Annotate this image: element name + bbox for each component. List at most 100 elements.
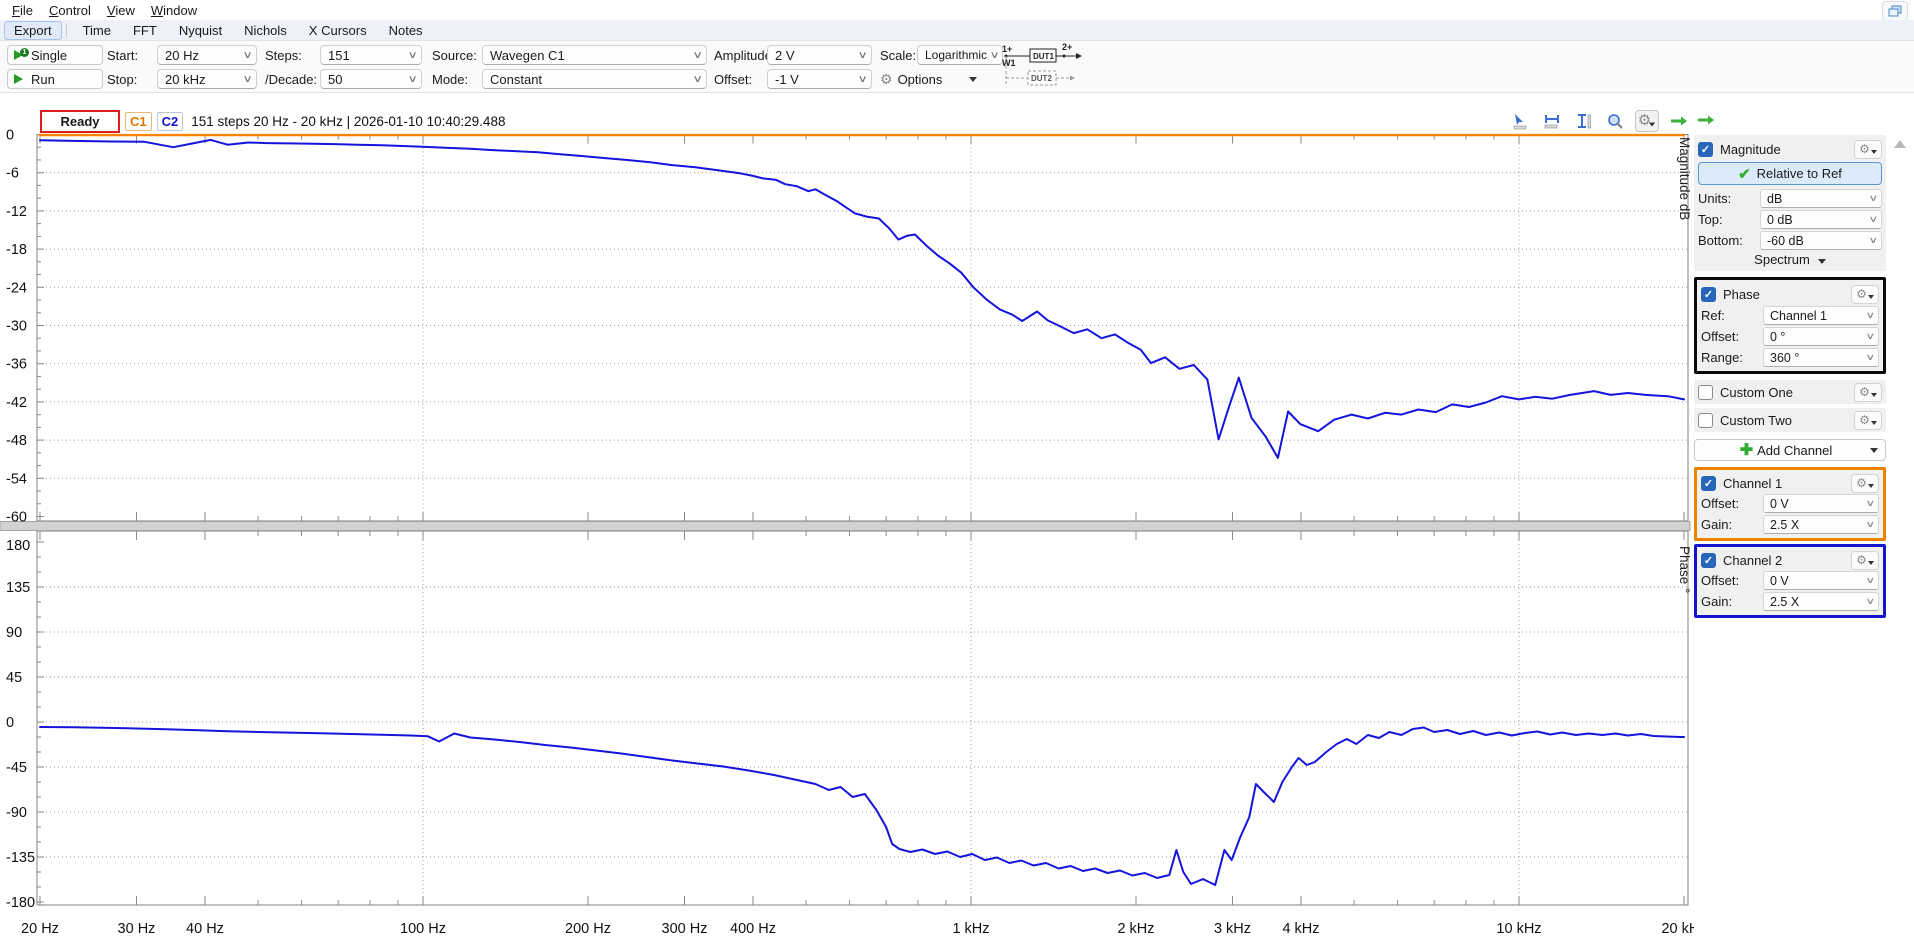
start-value: 20 Hz	[165, 47, 199, 63]
chevron-down-icon: ∨	[407, 49, 418, 61]
amplitude-select[interactable]: 2 V ∨	[767, 45, 872, 65]
units-select[interactable]: dB ∨	[1760, 189, 1882, 208]
steps-value: 151	[328, 47, 350, 63]
magnitude-axis-label: -36	[6, 357, 27, 373]
channel2-gear-button[interactable]: ⚙	[1851, 550, 1879, 570]
phase-axis-label: 0	[6, 715, 14, 731]
custom-one-gear-button[interactable]: ⚙	[1854, 382, 1882, 402]
top-label: Top:	[1698, 212, 1723, 227]
frequency-axis-label: 2 kHz	[1117, 921, 1154, 937]
channel2-gain-select[interactable]: 2.5 X ∨	[1763, 592, 1879, 611]
chevron-down-icon: ∨	[989, 49, 1000, 61]
c2-phase-trace	[39, 726, 1685, 886]
decade-select[interactable]: 50 ∨	[320, 69, 422, 89]
dut-out-label: 2+	[1062, 42, 1072, 52]
decade-label: /Decade:	[265, 71, 318, 87]
offset-select[interactable]: -1 V ∨	[767, 69, 872, 89]
phase-plot-area[interactable]	[37, 531, 1688, 905]
channel2-section: ✓ Channel 2 ⚙ Offset: 0 V ∨ Gain: 2.5 X ∨	[1694, 544, 1886, 618]
tab-x-cursors[interactable]: X Cursors	[308, 22, 367, 38]
chevron-down-icon: ∨	[857, 73, 868, 85]
channel1-gain-label: Gain:	[1701, 517, 1733, 532]
horizontal-measure-icon[interactable]	[1542, 111, 1564, 131]
vertical-measure-icon[interactable]	[1573, 111, 1595, 131]
pop-out-arrow-icon[interactable]	[1668, 111, 1690, 131]
spectrum-expander[interactable]: Spectrum	[1698, 251, 1882, 268]
phase-gear-button[interactable]: ⚙	[1851, 284, 1879, 304]
bottom-select[interactable]: -60 dB ∨	[1760, 231, 1882, 250]
tab-nichols[interactable]: Nichols	[244, 22, 287, 38]
track-cursor-icon[interactable]	[1511, 111, 1533, 131]
zoom-icon[interactable]	[1604, 111, 1626, 131]
top-select[interactable]: 0 dB ∨	[1760, 210, 1882, 229]
offset-value: -1 V	[775, 71, 799, 87]
stop-select[interactable]: 20 kHz ∨	[157, 69, 257, 89]
source-select[interactable]: Wavegen C1 ∨	[482, 45, 707, 65]
phase-offset-label: Offset:	[1701, 329, 1740, 344]
phase-axis-label: 45	[6, 670, 22, 686]
phase-range-select[interactable]: 360 ° ∨	[1763, 348, 1879, 367]
frequency-axis-label: 300 Hz	[662, 921, 708, 937]
tab-time[interactable]: Time	[82, 22, 111, 38]
start-select[interactable]: 20 Hz ∨	[157, 45, 257, 65]
plot-splitter[interactable]	[0, 521, 1691, 531]
phase-axis-label: -180	[6, 895, 35, 911]
steps-select[interactable]: 151 ∨	[320, 45, 422, 65]
magnitude-checkbox[interactable]: ✓	[1698, 141, 1713, 157]
menu-view[interactable]: View	[106, 2, 135, 18]
tab-export[interactable]: Export	[4, 20, 62, 40]
plus-icon: ✚	[1739, 442, 1754, 459]
magnitude-axis-label: -60	[6, 510, 27, 526]
channel2-checkbox[interactable]: ✓	[1701, 552, 1716, 568]
channel1-gear-button[interactable]: ⚙	[1851, 473, 1879, 493]
channel1-offset-select[interactable]: 0 V ∨	[1763, 494, 1879, 513]
relative-to-ref-button[interactable]: ✔ Relative to Ref	[1698, 162, 1882, 185]
options-button[interactable]: ⚙ Options	[880, 72, 1003, 87]
phase-checkbox[interactable]: ✓	[1701, 286, 1716, 302]
tab-notes[interactable]: Notes	[388, 22, 423, 38]
scale-value: Logarithmic	[925, 48, 988, 62]
status-bar: Ready C1 C2 151 steps 20 Hz - 20 kHz | 2…	[0, 108, 1692, 134]
mode-select[interactable]: Constant ∨	[482, 69, 707, 89]
source-value: Wavegen C1	[490, 47, 565, 63]
phase-plot-title: Phase °	[1677, 546, 1692, 593]
steps-label: Steps:	[265, 47, 302, 63]
custom-one-checkbox[interactable]	[1698, 384, 1713, 400]
menu-control[interactable]: Control	[48, 2, 91, 18]
run-button-label: Run	[31, 71, 55, 87]
phase-offset-select[interactable]: 0 ° ∨	[1763, 327, 1879, 346]
add-channel-button[interactable]: ✚ Add Channel	[1694, 439, 1886, 461]
frequency-axis-label: 400 Hz	[730, 921, 776, 937]
scale-label: Scale:	[880, 47, 917, 63]
custom-two-checkbox[interactable]	[1698, 412, 1713, 428]
run-button[interactable]: Run	[7, 69, 103, 89]
channel1-checkbox[interactable]: ✓	[1701, 475, 1716, 491]
custom-two-gear-button[interactable]: ⚙	[1854, 410, 1882, 430]
tab-nyquist[interactable]: Nyquist	[178, 22, 223, 38]
channel2-offset-select[interactable]: 0 V ∨	[1763, 571, 1879, 590]
magnitude-gear-button[interactable]: ⚙	[1854, 139, 1882, 159]
channel1-gain-select[interactable]: 2.5 X ∨	[1763, 515, 1879, 534]
check-icon: ✔	[1738, 165, 1751, 183]
single-button-label: Single	[31, 47, 68, 63]
status-state: Ready	[60, 113, 100, 129]
magnitude-axis-label: -54	[6, 471, 27, 487]
phase-axis-label: 90	[6, 625, 22, 641]
magnitude-section-title: Magnitude	[1720, 141, 1781, 157]
single-button[interactable]: 1 Single	[7, 45, 103, 65]
magnitude-axis-label: -48	[6, 433, 27, 449]
channel2-tag[interactable]: C2	[156, 111, 184, 131]
plot-settings-gear-icon[interactable]: ⚙	[1635, 110, 1659, 132]
tab-fft[interactable]: FFT	[132, 22, 157, 38]
menu-file[interactable]: File	[12, 2, 33, 18]
magnitude-plot-area[interactable]	[37, 134, 1688, 522]
scroll-up-icon[interactable]	[1894, 140, 1906, 148]
phase-range-label: Range:	[1701, 350, 1743, 365]
channel1-tag[interactable]: C1	[125, 111, 152, 131]
channel2-offset-label: Offset:	[1701, 573, 1740, 588]
spectrum-label: Spectrum	[1754, 252, 1810, 267]
menu-window[interactable]: Window	[150, 2, 198, 18]
ref-select[interactable]: Channel 1 ∨	[1763, 306, 1879, 325]
sidebar-arrow-icon[interactable]	[1697, 114, 1715, 129]
scale-select[interactable]: Logarithmic ∨	[917, 45, 1003, 65]
